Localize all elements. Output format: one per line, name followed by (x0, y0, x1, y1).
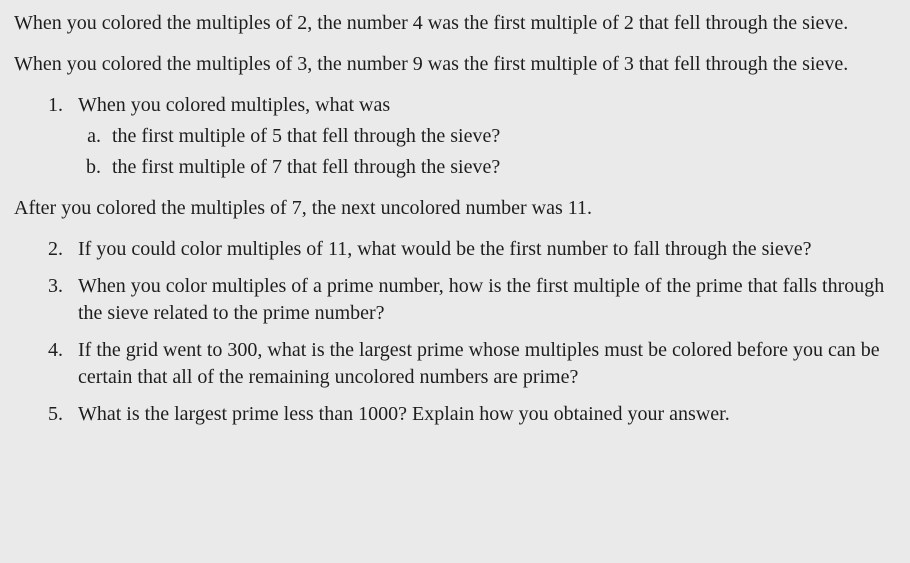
question-list-top: When you colored multiples, what was the… (14, 92, 892, 181)
question-2: If you could color multiples of 11, what… (68, 236, 892, 263)
question-3: When you color multiples of a prime numb… (68, 273, 892, 327)
question-list-bottom: If you could color multiples of 11, what… (14, 236, 892, 428)
question-1b: the first multiple of 7 that fell throug… (106, 154, 892, 181)
question-1-sublist: the first multiple of 5 that fell throug… (78, 123, 892, 181)
question-1a: the first multiple of 5 that fell throug… (106, 123, 892, 150)
intro-paragraph-2: When you colored the multiples of 3, the… (14, 51, 892, 78)
intro-paragraph-1: When you colored the multiples of 2, the… (14, 10, 892, 37)
question-1-stem: When you colored multiples, what was (78, 94, 390, 116)
question-5: What is the largest prime less than 1000… (68, 401, 892, 428)
worksheet-page: When you colored the multiples of 2, the… (0, 0, 910, 448)
question-1: When you colored multiples, what was the… (68, 92, 892, 181)
question-4: If the grid went to 300, what is the lar… (68, 337, 892, 391)
mid-paragraph: After you colored the multiples of 7, th… (14, 195, 892, 222)
